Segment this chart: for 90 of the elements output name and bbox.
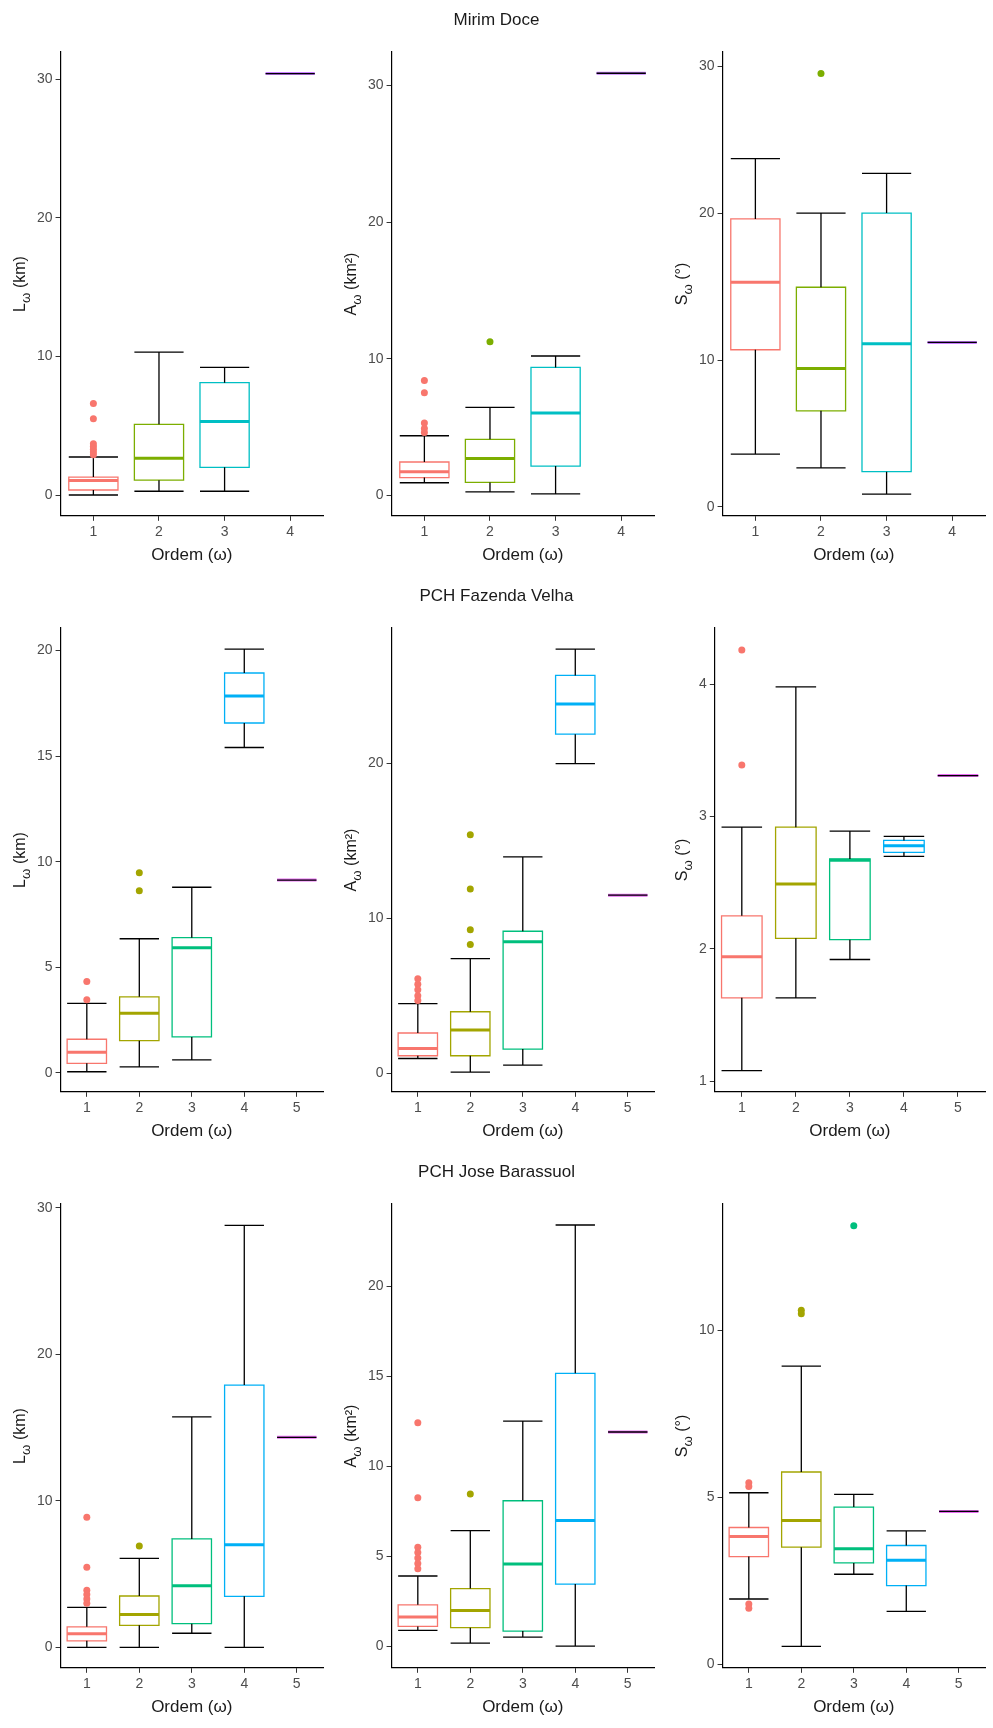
x-tick-label: 3 (187, 1675, 196, 1692)
y-tick-label: 0 (44, 1638, 53, 1655)
x-axis-title: Ordem (ω) (151, 545, 233, 565)
x-tick-label: 2 (466, 1099, 475, 1116)
x-tick-label: 4 (240, 1675, 249, 1692)
x-tick-label: 1 (751, 523, 760, 540)
x-tick-label: 1 (744, 1675, 753, 1692)
x-axis-title: Ordem (ω) (151, 1121, 233, 1141)
y-tick-label: 20 (36, 641, 53, 658)
y-tick-label: 3 (698, 807, 707, 824)
y-tick-label: 0 (44, 1063, 53, 1080)
x-tick-label: 2 (135, 1675, 144, 1692)
x-tick-label: 5 (623, 1675, 632, 1692)
y-tick-label: 10 (36, 347, 53, 364)
y-tick-label: 5 (375, 1547, 384, 1564)
x-tick-label: 3 (518, 1675, 527, 1692)
x-tick-label: 1 (413, 1099, 422, 1116)
y-tick-label: 1 (698, 1072, 707, 1089)
y-tick-label: 20 (367, 754, 384, 771)
x-tick-label: 5 (954, 1099, 963, 1116)
y-tick-label: 0 (706, 1655, 715, 1672)
y-tick-label: 5 (706, 1488, 715, 1505)
y-tick-label: 10 (367, 1457, 384, 1474)
x-tick-label: 4 (948, 523, 957, 540)
x-tick-label: 1 (82, 1675, 91, 1692)
x-tick-label: 2 (486, 523, 495, 540)
y-tick-label: 15 (367, 1367, 384, 1384)
y-tick-label: 30 (367, 76, 384, 93)
x-tick-label: 4 (617, 523, 626, 540)
x-tick-label: 4 (240, 1099, 249, 1116)
x-tick-label: 3 (518, 1099, 527, 1116)
y-tick-label: 30 (36, 69, 53, 86)
x-tick-label: 5 (292, 1675, 301, 1692)
x-tick-label: 3 (845, 1099, 854, 1116)
y-tick-label: 0 (375, 486, 384, 503)
x-tick-label: 2 (817, 523, 826, 540)
y-tick-label: 20 (36, 1345, 53, 1362)
x-axis-title: Ordem (ω) (813, 545, 895, 565)
y-tick-label: 30 (698, 56, 715, 73)
x-tick-label: 1 (82, 1099, 91, 1116)
x-tick-label: 3 (849, 1675, 858, 1692)
x-tick-label: 3 (220, 523, 229, 540)
x-axis-title: Ordem (ω) (482, 1121, 564, 1141)
x-tick-label: 3 (551, 523, 560, 540)
chart-title: Mirim Doce (452, 9, 541, 31)
y-tick-label: 0 (375, 1637, 384, 1654)
x-tick-label: 1 (420, 523, 429, 540)
x-axis-title: Ordem (ω) (151, 1697, 233, 1717)
chart-title: PCH Fazenda Velha (418, 585, 575, 607)
x-tick-label: 1 (89, 523, 98, 540)
x-axis-title: Ordem (ω) (809, 1121, 891, 1141)
y-tick-label: 10 (36, 852, 53, 869)
x-tick-label: 1 (737, 1099, 746, 1116)
x-tick-label: 2 (797, 1675, 806, 1692)
x-tick-label: 1 (413, 1675, 422, 1692)
x-tick-label: 4 (571, 1675, 580, 1692)
y-tick-label: 10 (698, 1321, 715, 1338)
y-tick-label: 0 (706, 497, 715, 514)
x-tick-label: 4 (571, 1099, 580, 1116)
y-tick-label: 5 (44, 958, 53, 975)
x-tick-label: 5 (954, 1675, 963, 1692)
y-tick-label: 15 (36, 747, 53, 764)
y-tick-label: 4 (698, 675, 707, 692)
y-tick-label: 10 (698, 350, 715, 367)
y-tick-label: 0 (375, 1064, 384, 1081)
x-tick-label: 2 (155, 523, 164, 540)
y-tick-label: 10 (36, 1491, 53, 1508)
y-tick-label: 20 (698, 203, 715, 220)
y-tick-label: 10 (367, 909, 384, 926)
y-tick-label: 0 (44, 485, 53, 502)
x-tick-label: 4 (902, 1675, 911, 1692)
x-axis-title: Ordem (ω) (482, 1697, 564, 1717)
y-tick-label: 30 (36, 1198, 53, 1215)
x-tick-label: 3 (187, 1099, 196, 1116)
chart-title: PCH Jose Barassuol (417, 1161, 576, 1183)
y-tick-label: 20 (367, 1277, 384, 1294)
x-tick-label: 5 (623, 1099, 632, 1116)
y-tick-label: 20 (36, 208, 53, 225)
x-tick-label: 3 (882, 523, 891, 540)
y-tick-label: 2 (698, 939, 707, 956)
x-tick-label: 5 (292, 1099, 301, 1116)
x-tick-label: 2 (791, 1099, 800, 1116)
y-tick-label: 10 (367, 349, 384, 366)
x-tick-label: 4 (286, 523, 295, 540)
x-axis-title: Ordem (ω) (482, 545, 564, 565)
y-tick-label: 20 (367, 212, 384, 229)
x-tick-label: 2 (466, 1675, 475, 1692)
x-tick-label: 4 (900, 1099, 909, 1116)
x-tick-label: 2 (135, 1099, 144, 1116)
x-axis-title: Ordem (ω) (813, 1697, 895, 1717)
